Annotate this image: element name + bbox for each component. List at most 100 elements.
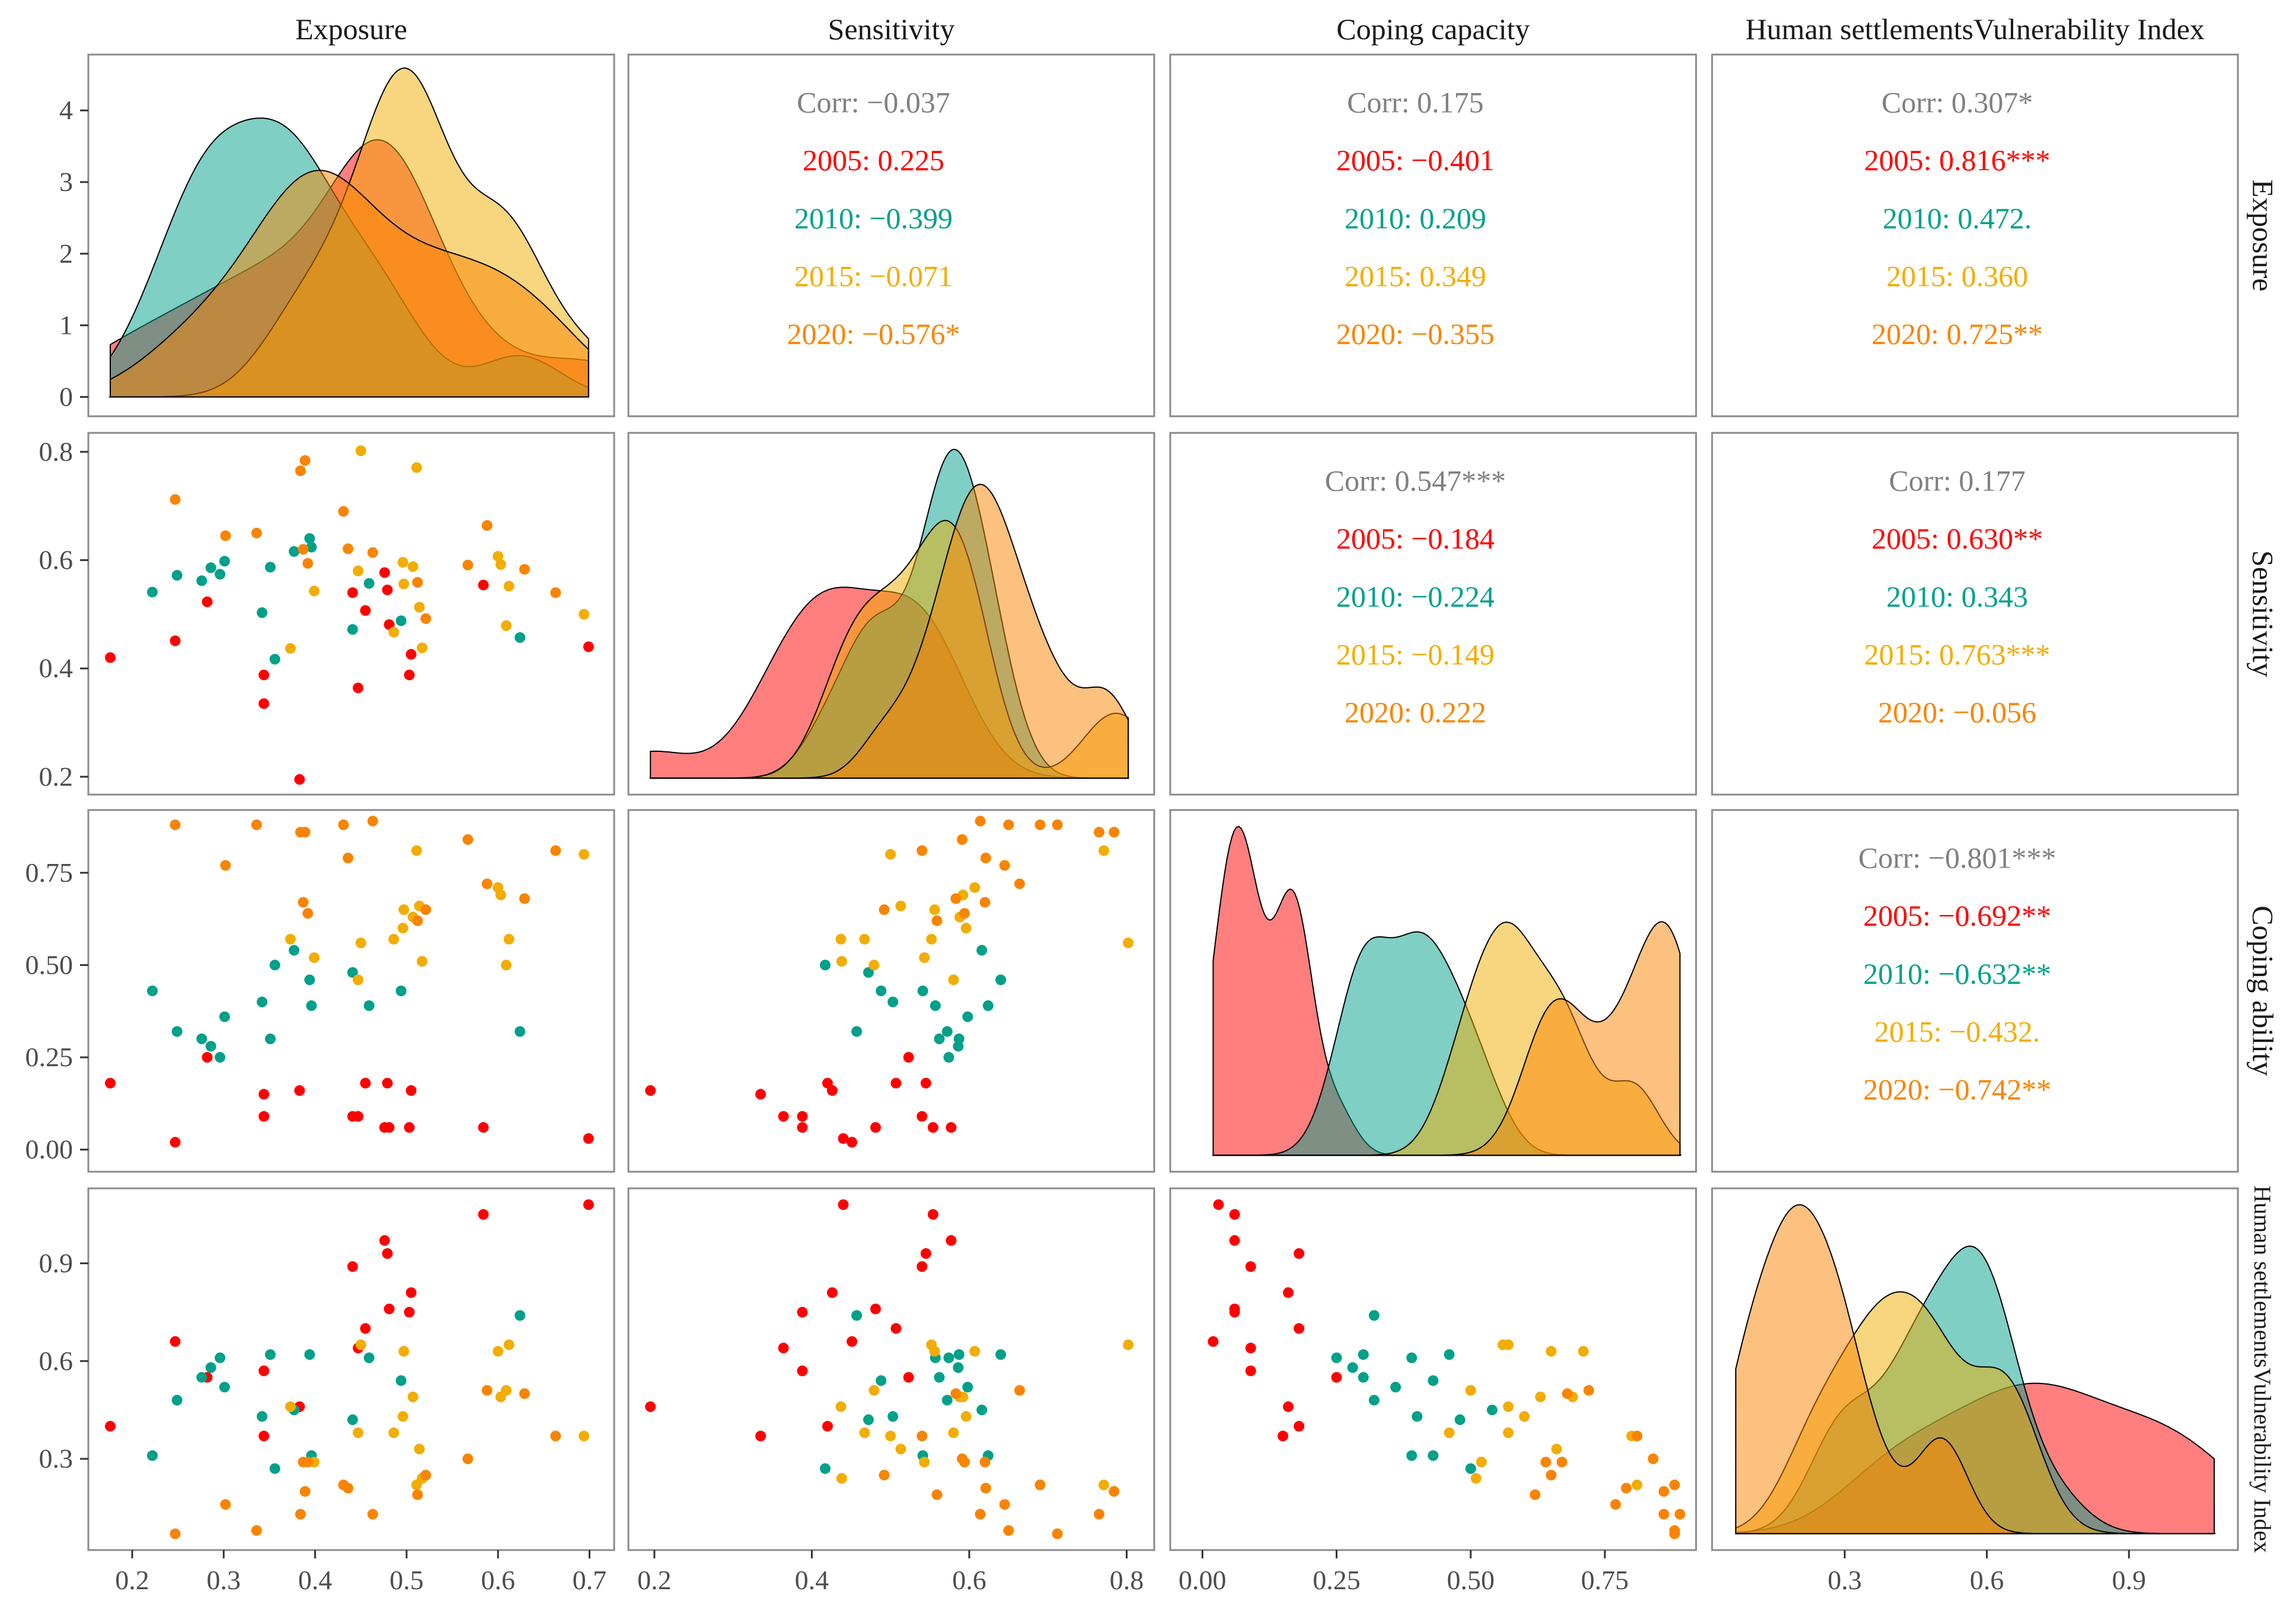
x-tick-label: 0.9	[2112, 1565, 2146, 1595]
data-point-2015	[859, 933, 870, 945]
data-point-2005	[478, 1209, 489, 1220]
data-point-2020	[462, 1453, 474, 1465]
data-point-2015	[398, 578, 410, 589]
data-point-2010	[863, 1414, 874, 1426]
data-point-2020	[975, 1509, 986, 1520]
data-point-2015	[919, 952, 930, 963]
data-point-2020	[481, 520, 493, 531]
data-point-2005	[360, 1323, 371, 1334]
data-point-2020	[338, 819, 349, 830]
y-tick-label: 0.6	[39, 1345, 74, 1376]
data-point-2015	[388, 627, 400, 638]
data-point-2005	[1229, 1235, 1240, 1246]
data-point-2010	[171, 570, 183, 581]
data-point-2010	[863, 967, 874, 978]
scatter-panel	[627, 809, 1155, 1173]
data-point-2010	[515, 632, 526, 643]
data-point-2015	[353, 565, 364, 576]
data-point-2015	[1476, 1456, 1487, 1468]
data-point-2020	[1094, 827, 1105, 838]
density-panel	[87, 53, 615, 417]
data-point-2015	[929, 904, 940, 916]
data-point-2015	[926, 933, 937, 945]
data-point-2010	[876, 986, 887, 996]
data-point-2020	[298, 544, 309, 555]
data-point-2020	[1094, 1509, 1105, 1520]
data-point-2020	[170, 1528, 181, 1539]
data-point-2010	[953, 1033, 965, 1044]
data-point-2005	[294, 1085, 305, 1096]
data-point-2005	[478, 1122, 489, 1133]
data-point-2010	[363, 1000, 375, 1011]
data-point-2015	[969, 1345, 981, 1357]
data-point-2010	[1331, 1352, 1342, 1363]
data-point-2020	[1014, 878, 1025, 889]
x-tick-label: 0.7	[573, 1565, 607, 1595]
data-point-2015	[895, 1443, 906, 1455]
data-point-2020	[879, 904, 890, 916]
data-point-2005	[347, 1261, 358, 1272]
data-point-2005	[382, 1248, 393, 1259]
data-point-2005	[1331, 1372, 1342, 1383]
density-curve-2020	[649, 483, 1129, 779]
data-point-2015	[388, 1427, 400, 1439]
y-tick-label: 0	[59, 381, 73, 412]
data-point-2010	[219, 1382, 230, 1393]
data-point-2005	[870, 1303, 881, 1315]
data-point-2015	[500, 1385, 512, 1396]
data-point-2020	[1658, 1486, 1669, 1497]
data-point-2005	[1229, 1209, 1240, 1220]
data-point-2010	[953, 1362, 964, 1373]
scatter-panel	[87, 809, 615, 1173]
x-tick-label: 0.2	[115, 1565, 149, 1595]
data-point-2010	[304, 974, 315, 986]
density-curve-2020	[109, 170, 589, 398]
data-point-2020	[519, 1388, 530, 1399]
y-tick-label: 0.6	[39, 545, 74, 575]
data-point-2010	[395, 986, 407, 996]
data-point-2010	[1368, 1310, 1379, 1321]
data-point-2020	[1669, 1525, 1680, 1536]
data-point-2005	[822, 1421, 833, 1432]
data-point-2010	[171, 1026, 183, 1037]
panel-border	[87, 432, 615, 796]
data-point-2005	[258, 1111, 270, 1122]
data-point-2010	[171, 1395, 183, 1406]
data-point-2015	[493, 1345, 504, 1357]
data-point-2020	[367, 815, 378, 827]
correlation-panel	[1711, 809, 2239, 1173]
data-point-2020	[519, 564, 530, 575]
density-panel	[627, 432, 1155, 796]
data-point-2005	[360, 1077, 371, 1089]
data-point-2020	[1674, 1509, 1685, 1520]
data-point-2010	[962, 1011, 973, 1022]
data-point-2005	[755, 1089, 767, 1100]
data-point-2005	[1245, 1343, 1256, 1354]
corr-group-label: 2015: 0.349	[1345, 259, 1486, 292]
data-point-2005	[258, 698, 270, 709]
data-point-2005	[379, 567, 390, 578]
data-point-2020	[367, 547, 378, 558]
data-point-2010	[269, 1463, 280, 1474]
data-point-2005	[1229, 1306, 1240, 1318]
data-point-2015	[859, 1427, 870, 1439]
corr-overall-label: Corr: −0.037	[797, 86, 950, 119]
corr-overall-label: Corr: 0.175	[1347, 86, 1484, 119]
corr-group-label: 2015: −0.432.	[1875, 1015, 2040, 1048]
corr-group-label: 2010: −0.224	[1336, 580, 1495, 613]
data-point-2020	[343, 1482, 354, 1494]
data-point-2005	[1213, 1199, 1224, 1210]
data-point-2020	[1003, 1525, 1014, 1536]
data-point-2005	[927, 1209, 938, 1220]
data-point-2020	[343, 543, 354, 554]
data-point-2015	[1444, 1427, 1455, 1439]
data-point-2005	[404, 669, 415, 681]
data-point-2020	[999, 860, 1010, 871]
data-point-2010	[347, 1414, 358, 1426]
data-point-2015	[1465, 1385, 1476, 1396]
data-point-2015	[579, 1430, 590, 1442]
data-point-2005	[405, 649, 417, 660]
data-point-2020	[220, 1499, 231, 1510]
data-point-2005	[105, 652, 116, 663]
